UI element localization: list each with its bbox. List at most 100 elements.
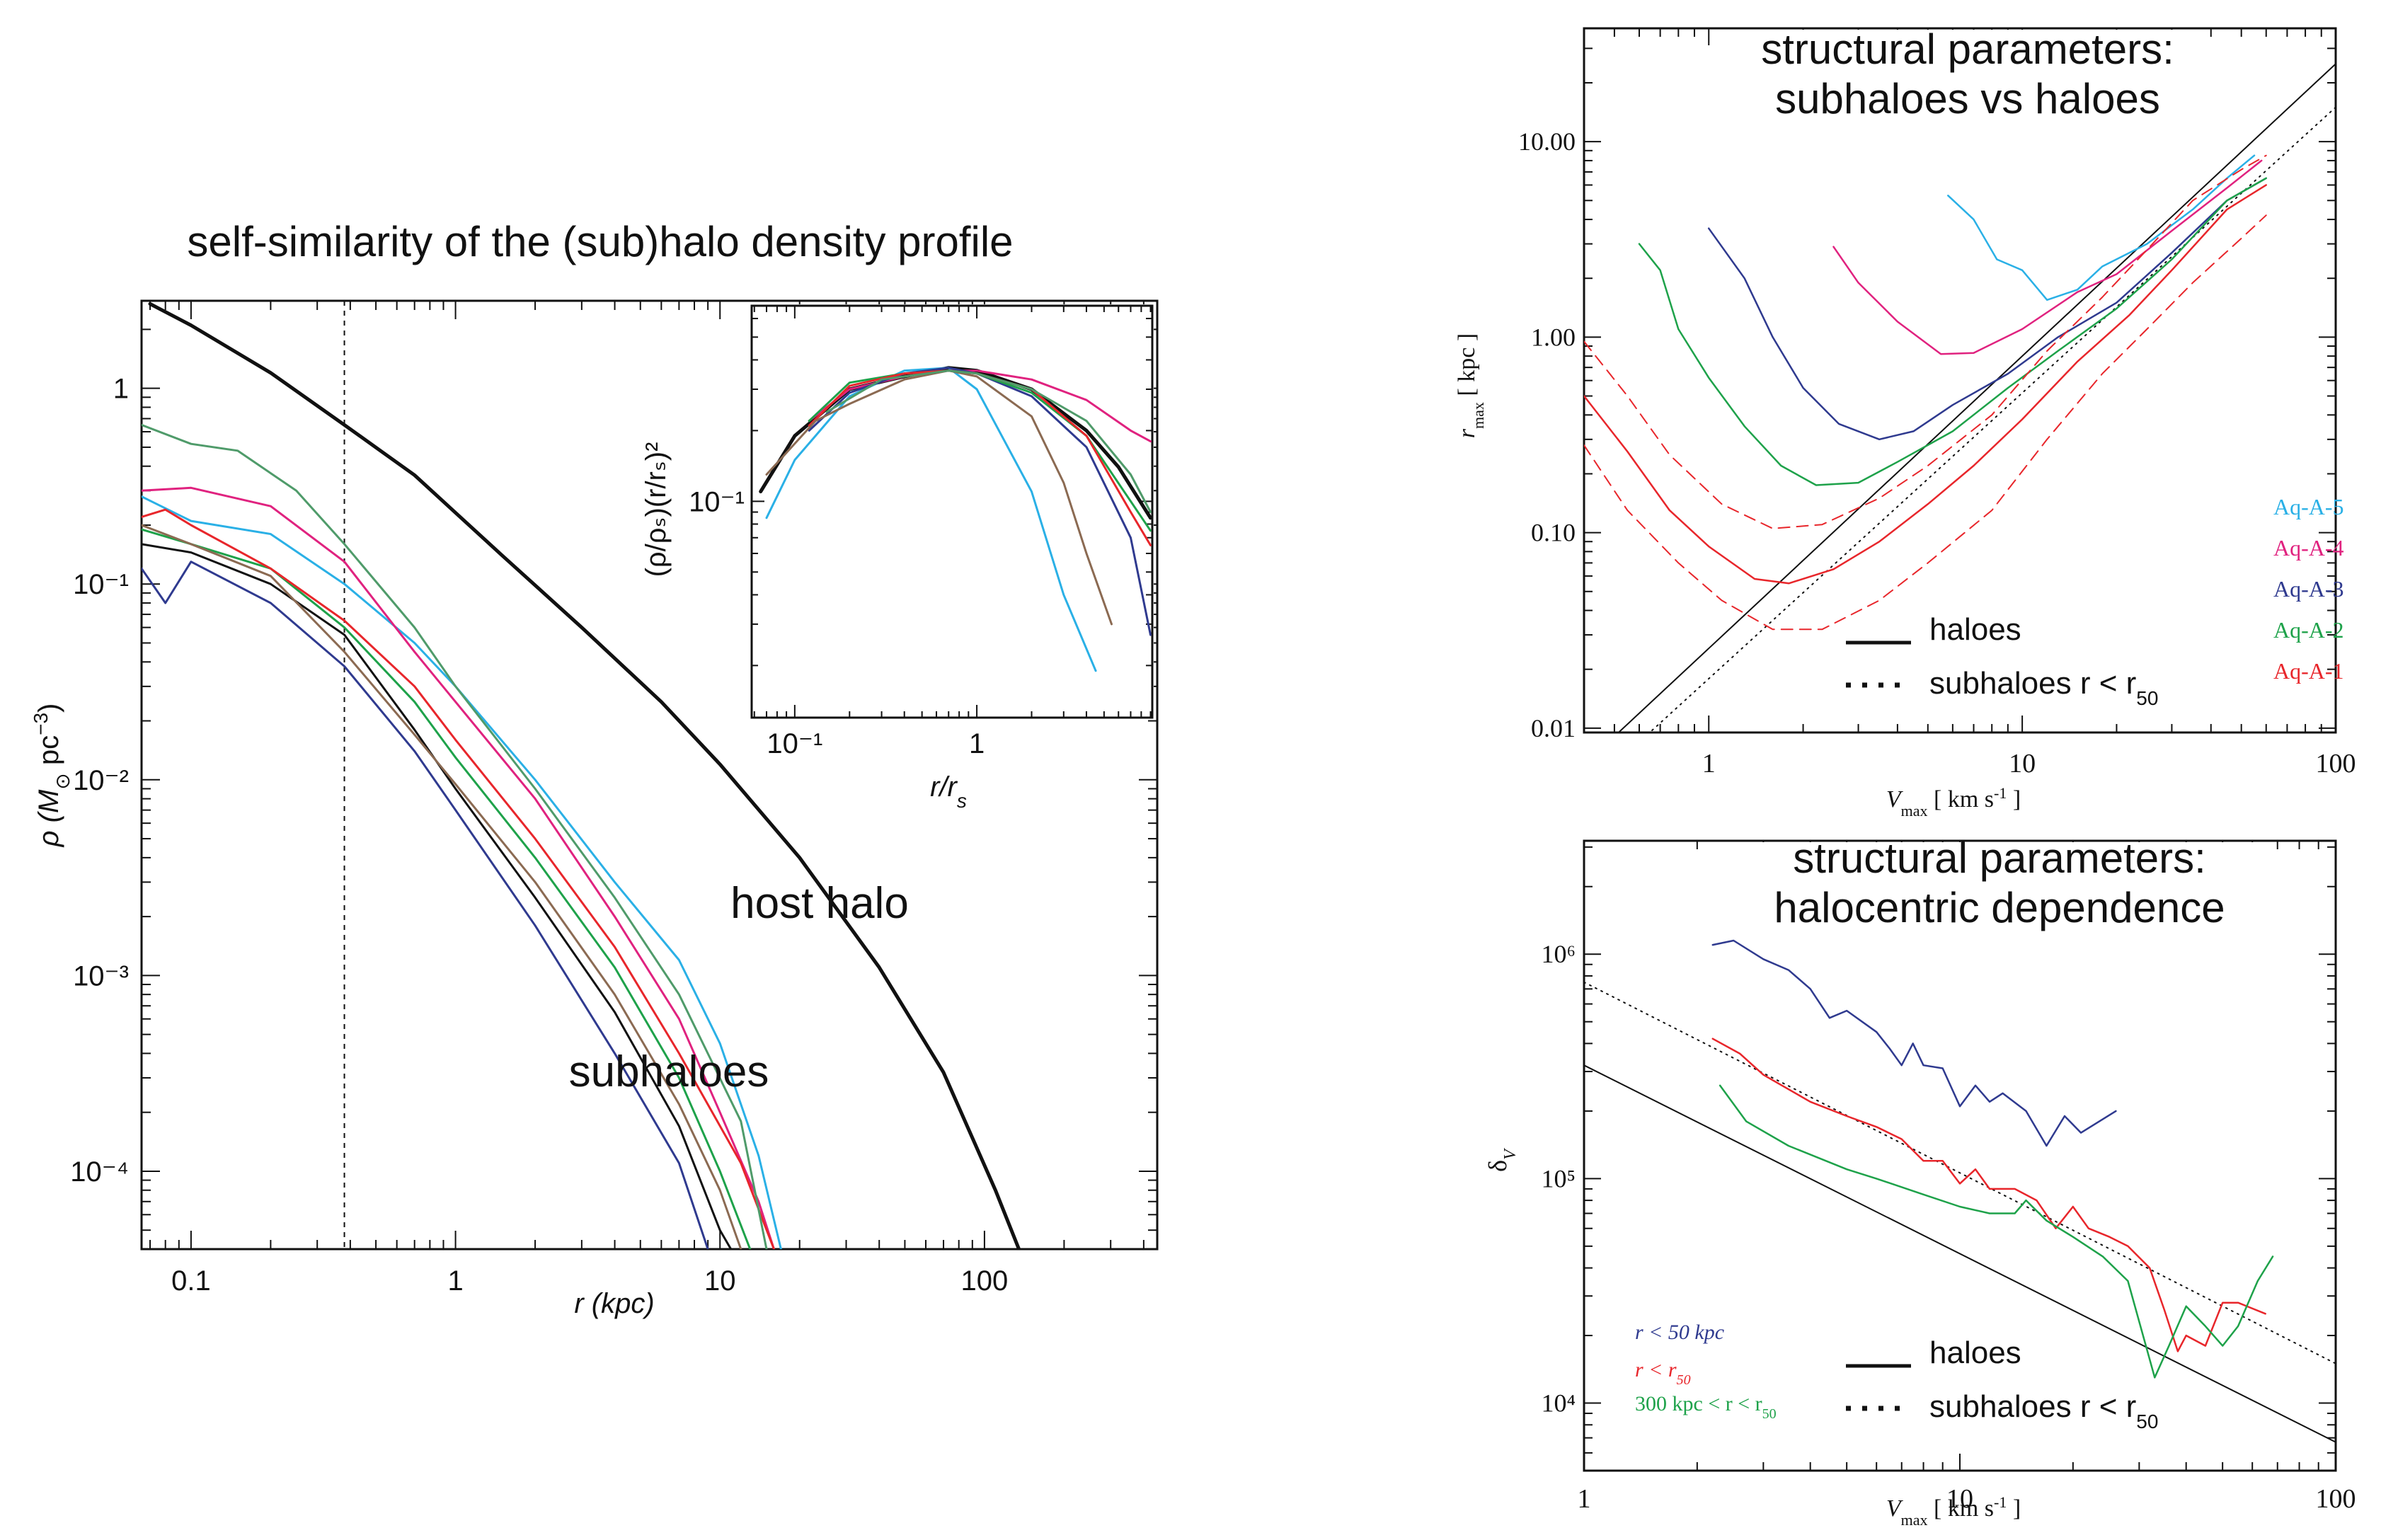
series-haloes [1584,1064,2336,1443]
density-y-axis-text: ρ (M [33,789,64,847]
y-tick-label: 10⁶ [1541,940,1576,968]
density-y-axis-exponent: −3 [30,713,52,735]
density-tick-labels: 0.1 1 10 100 1 10⁻¹ 10⁻² 10⁻³ 10⁻⁴ [70,374,1008,1297]
density-chart-title: self-similarity of the (sub)halo density… [187,218,1013,265]
legend-r-r50-main: r < r [1635,1358,1677,1381]
series-aq-a-5 [142,495,782,1249]
density-x-axis-label: r (kpc) [574,1288,654,1319]
x-tick-label: 1 [447,1265,463,1297]
y-tick-label: 10.00 [1518,127,1576,156]
x-tick-label: 100 [961,1265,1009,1297]
delta-title-line-2: halocentric dependence [1774,884,2225,931]
x-tick-label: 100 [2316,1484,2356,1514]
x-tick-label: 100 [2316,749,2356,778]
series-aq-a-2 [142,528,752,1249]
legend-haloes-label: haloes [1929,612,2021,647]
density-series [142,301,1021,1249]
delta-x-axis-label: Vmax [ km s-1 ] [1886,1493,2021,1529]
delta-title-backdrop [1727,842,2265,934]
delta-color-legend: r < 50 kpc r < r50 300 kpc < r < r50 [1635,1321,1777,1422]
y-tick-label: 0.10 [1531,519,1576,547]
legend-r-50kpc: r < 50 kpc [1635,1321,1724,1344]
series-brown [765,369,1113,626]
rmax-y-axis-sub: max [1469,402,1487,429]
rmax-panel: structural parameters: subhaloes vs halo… [1454,25,2356,820]
solar-symbol: ⊙ [52,773,74,789]
rmax-title-line-1: structural parameters: [1761,25,2174,73]
y-tick-label: 0.01 [1531,714,1576,742]
y-tick-label: 10⁻¹ [73,569,129,600]
y-tick-label: 1.00 [1531,323,1576,351]
density-profile-panel: self-similarity of the (sub)halo density… [30,218,1159,1319]
series-brown [142,524,742,1249]
legend-r-r50-sub: 50 [1677,1372,1691,1388]
density-y-axis-close: ) [33,703,64,713]
delta-y-axis-delta: δ [1484,1160,1512,1172]
x-tick-label: 0.1 [171,1265,211,1297]
series-aq-a-2 [1638,177,2267,486]
legend-subhaloes-text: subhaloes r < r [1929,1389,2136,1424]
y-tick-label: 1 [113,374,129,405]
x-tick-label: 1 [1578,1484,1591,1514]
density-y-axis-unit: pc [33,735,64,773]
inset-series [759,366,1152,672]
inset-x-axis-text: r/r [930,771,958,803]
legend-300kpc-main: 300 kpc < r < r [1635,1392,1762,1415]
y-tick-label: 10⁻³ [73,960,129,992]
rmax-series [1584,63,2336,732]
y-tick-label: 10⁻² [73,765,129,796]
series-aq-a-4 [1832,159,2263,355]
series-aq-a-1 [1584,184,2267,585]
x-tick-label: 1 [1702,749,1716,778]
rmax-legend: Aq-A-5 Aq-A-4 Aq-A-3 Aq-A-2 Aq-A-1 [2273,494,2344,684]
rmax-x-axis-exp: -1 [1994,784,2007,802]
delta-series [1584,939,2336,1443]
legend-subhaloes-label: subhaloes r < r50 [1929,1389,2158,1432]
inset-x-axis-label: r/rs [930,771,967,812]
legend-aq-a-2: Aq-A-2 [2273,617,2344,643]
legend-subhaloes-sub: 50 [2136,1410,2158,1432]
series-aq-a-5 [1947,154,2256,301]
rmax-x-axis-end: ] [2007,786,2021,812]
series-300-kpc-r-r50 [1719,1084,2274,1379]
inset-x-tick-label: 10⁻¹ [767,728,822,759]
density-axis-ticks [142,301,1157,1250]
delta-x-axis-end: ] [2007,1495,2021,1522]
series-aq-a-1 [142,508,775,1249]
subhaloes-label: subhaloes [569,1047,769,1096]
delta-x-axis-exp: -1 [1994,1493,2007,1511]
inset-x-axis-sub: s [957,790,967,812]
host-halo-label: host halo [730,879,909,928]
delta-y-axis-label: δV [1484,1148,1520,1172]
x-tick-label: 10 [2009,749,2036,778]
rmax-title-backdrop [1727,30,2208,136]
density-plot-frame [140,299,1159,1251]
delta-tick-labels: 1 10 100 10⁶ 10⁵ 10⁴ [1541,940,2356,1514]
x-tick-label: 10 [704,1265,736,1297]
delta-x-axis-unit: [ km s [1928,1495,1995,1522]
delta-panel: structural parameters: halocentric depen… [1484,834,2356,1529]
legend-aq-a-5: Aq-A-5 [2273,494,2344,519]
legend-aq-a-3: Aq-A-3 [2273,576,2344,602]
series-olive [142,423,768,1249]
legend-300kpc-sub: 50 [1762,1406,1777,1422]
legend-subhaloes-sub: 50 [2136,687,2158,709]
rmax-style-legend: haloes subhaloes r < r50 [1846,612,2158,709]
series-olive [825,369,1152,513]
rmax-y-axis-unit: [ kpc ] [1454,333,1480,402]
series-sub-black [142,543,733,1249]
rmax-y-axis-r: r [1454,428,1480,438]
rmax-x-axis-unit: [ km s [1928,786,1995,812]
series-aq-a-3 [142,561,709,1249]
y-tick-label: 10⁻⁴ [70,1156,129,1188]
rmax-title-line-2: subhaloes vs haloes [1775,75,2160,122]
legend-subhaloes-label: subhaloes r < r50 [1929,666,2158,709]
delta-y-axis-sub: V [1501,1148,1520,1160]
legend-300kpc: 300 kpc < r < r50 [1635,1392,1777,1422]
delta-style-legend: haloes subhaloes r < r50 [1846,1335,2158,1432]
y-tick-label: 10⁴ [1541,1389,1576,1418]
legend-r-r50: r < r50 [1635,1358,1691,1388]
series-aq-a-1-upper [1584,154,2267,529]
series-r-r50 [1711,1038,2266,1352]
